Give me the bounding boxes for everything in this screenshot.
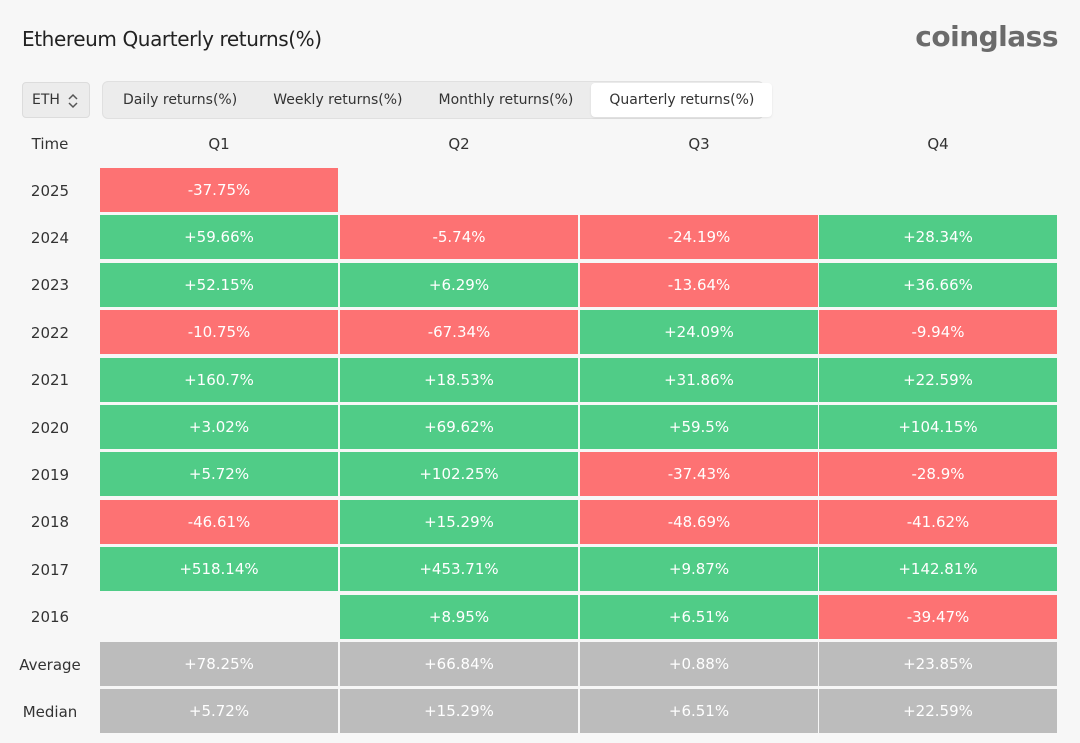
return-cell[interactable]: +52.15% — [100, 262, 338, 307]
return-cell[interactable]: +15.29% — [340, 499, 578, 544]
table-row: 2023 +52.15% +6.29% -13.64% +36.66% — [0, 262, 1080, 309]
year-label: 2019 — [30, 466, 70, 485]
tab-quarterly[interactable]: Quarterly returns(%) — [591, 83, 773, 117]
asset-select[interactable]: ETH — [22, 82, 90, 118]
table-header-row: Time Q1 Q2 Q3 Q4 — [0, 121, 1080, 167]
return-cell[interactable]: +142.81% — [819, 547, 1057, 592]
year-label: 2020 — [30, 418, 70, 437]
return-cell[interactable]: +28.34% — [819, 215, 1057, 260]
return-cell[interactable]: +69.62% — [340, 404, 578, 449]
return-cell[interactable]: +23.85% — [819, 641, 1057, 686]
table-row: 2021 +160.7% +18.53% +31.86% +22.59% — [0, 357, 1080, 404]
year-label: 2024 — [30, 229, 70, 248]
return-cell[interactable]: +102.25% — [340, 452, 578, 497]
return-cell[interactable]: +3.02% — [100, 404, 338, 449]
return-cell[interactable]: -10.75% — [100, 310, 338, 355]
column-header-q3: Q3 — [688, 135, 710, 153]
table-row: 2016 +8.95% +6.51% -39.47% — [0, 594, 1080, 641]
return-cell[interactable]: +5.72% — [100, 452, 338, 497]
return-cell[interactable]: +78.25% — [100, 641, 338, 686]
return-cell[interactable]: +36.66% — [819, 262, 1057, 307]
year-label: 2017 — [30, 560, 70, 579]
return-cell[interactable]: +0.88% — [580, 641, 818, 686]
page-title: Ethereum Quarterly returns(%) — [22, 27, 322, 51]
table-row: 2022 -10.75% -67.34% +24.09% -9.94% — [0, 309, 1080, 356]
chevron-updown-icon — [68, 93, 78, 109]
return-cell[interactable]: -5.74% — [340, 215, 578, 260]
table-row: 2017 +518.14% +453.71% +9.87% +142.81% — [0, 546, 1080, 593]
return-cell[interactable]: +18.53% — [340, 357, 578, 402]
return-cell[interactable]: +9.87% — [580, 547, 818, 592]
empty-cell — [819, 168, 1057, 212]
empty-cell — [580, 168, 818, 212]
return-cell[interactable]: +160.7% — [100, 357, 338, 402]
tab-daily[interactable]: Daily returns(%) — [123, 92, 238, 108]
return-cell[interactable]: -39.47% — [819, 594, 1057, 639]
return-cell[interactable]: +24.09% — [580, 310, 818, 355]
return-cell[interactable]: +66.84% — [340, 641, 578, 686]
stat-label: Average — [19, 655, 81, 674]
time-column-header: Time — [31, 135, 69, 153]
asset-select-value: ETH — [32, 92, 60, 108]
year-label: 2025 — [30, 181, 70, 200]
period-tabs: Daily returns(%) Weekly returns(%) Month… — [102, 81, 773, 119]
return-cell[interactable]: +453.71% — [340, 547, 578, 592]
table-row: 2024 +59.66% -5.74% -24.19% +28.34% — [0, 214, 1080, 261]
controls-bar: ETH Daily returns(%) Weekly returns(%) M… — [22, 81, 782, 119]
return-cell[interactable]: +6.51% — [580, 689, 818, 734]
return-cell[interactable]: -46.61% — [100, 499, 338, 544]
header: Ethereum Quarterly returns(%) coinglass — [0, 0, 1080, 80]
return-cell[interactable]: -24.19% — [580, 215, 818, 260]
return-cell[interactable]: +22.59% — [819, 357, 1057, 402]
return-cell[interactable]: +59.5% — [580, 404, 818, 449]
brand-logo: coinglass — [915, 20, 1058, 53]
return-cell[interactable]: -9.94% — [819, 310, 1057, 355]
return-cell[interactable]: -28.9% — [819, 452, 1057, 497]
stat-row: Average +78.25% +66.84% +0.88% +23.85% — [0, 641, 1080, 688]
year-label: 2021 — [30, 371, 70, 390]
table-row: 2020 +3.02% +69.62% +59.5% +104.15% — [0, 404, 1080, 451]
return-cell[interactable]: +8.95% — [340, 594, 578, 639]
column-header-q1: Q1 — [208, 135, 230, 153]
year-label: 2023 — [30, 276, 70, 295]
return-cell[interactable]: +6.29% — [340, 262, 578, 307]
column-header-q2: Q2 — [448, 135, 470, 153]
return-cell[interactable]: +22.59% — [819, 689, 1057, 734]
tab-monthly[interactable]: Monthly returns(%) — [438, 92, 574, 108]
return-cell[interactable]: +31.86% — [580, 357, 818, 402]
year-label: 2022 — [30, 323, 70, 342]
returns-table: Time Q1 Q2 Q3 Q4 2025 -37.75% 2024 +59.66% -… — [0, 121, 1080, 736]
return-cell[interactable]: +518.14% — [100, 547, 338, 592]
stat-row: Median +5.72% +15.29% +6.51% +22.59% — [0, 688, 1080, 735]
return-cell[interactable]: +15.29% — [340, 689, 578, 734]
empty-cell — [100, 595, 338, 639]
return-cell[interactable]: +59.66% — [100, 215, 338, 260]
stat-label: Median — [22, 702, 78, 721]
return-cell[interactable]: -67.34% — [340, 310, 578, 355]
return-cell[interactable]: -37.43% — [580, 452, 818, 497]
empty-cell — [340, 168, 578, 212]
year-label: 2018 — [30, 513, 70, 532]
return-cell[interactable]: +6.51% — [580, 594, 818, 639]
column-header-q4: Q4 — [927, 135, 949, 153]
return-cell[interactable]: -48.69% — [580, 499, 818, 544]
year-label: 2016 — [30, 608, 70, 627]
return-cell[interactable]: +104.15% — [819, 404, 1057, 449]
table-row: 2019 +5.72% +102.25% -37.43% -28.9% — [0, 451, 1080, 498]
table-row: 2018 -46.61% +15.29% -48.69% -41.62% — [0, 499, 1080, 546]
tab-weekly[interactable]: Weekly returns(%) — [273, 92, 403, 108]
return-cell[interactable]: -13.64% — [580, 262, 818, 307]
return-cell[interactable]: +5.72% — [100, 689, 338, 734]
return-cell[interactable]: -41.62% — [819, 499, 1057, 544]
table-row: 2025 -37.75% — [0, 167, 1080, 214]
return-cell[interactable]: -37.75% — [100, 168, 338, 212]
